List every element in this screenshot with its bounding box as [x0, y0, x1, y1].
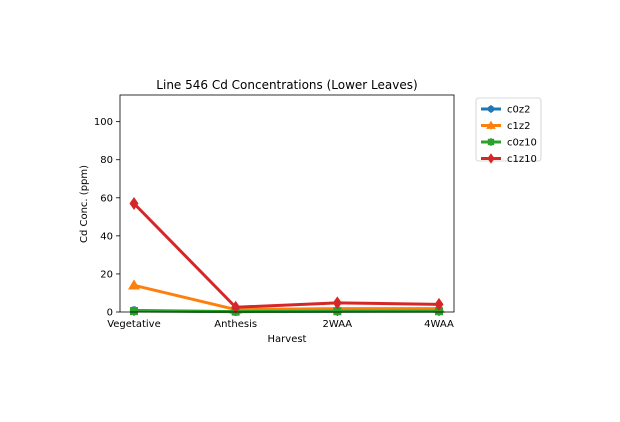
data-point [332, 296, 342, 310]
plot-area: 0 20 40 60 80 100 Vegetative Anthesis 2WAA 4WAA [94, 94, 455, 330]
x-tick-label: 4WAA [424, 319, 454, 330]
y-tick-label: 100 [94, 117, 113, 128]
x-tick-label: 2WAA [322, 319, 352, 330]
legend-label: c0z10 [507, 138, 537, 149]
x-tick-label: Vegetative [107, 319, 161, 330]
series-line [133, 309, 439, 314]
data-point [128, 279, 140, 290]
data-point [435, 307, 443, 316]
series-c1z10 [129, 197, 444, 314]
y-tick-label: 80 [100, 155, 113, 166]
legend-label: c1z10 [507, 154, 537, 165]
data-point [231, 300, 241, 314]
legend-item-c1z2: c1z2 [481, 120, 530, 132]
y-tick-label: 0 [107, 308, 113, 319]
legend-marker [487, 138, 495, 146]
chart-title: Line 546 Cd Concentrations (Lower Leaves… [156, 78, 417, 92]
legend-marker [487, 105, 495, 113]
series-line [133, 283, 439, 312]
y-tick-label: 60 [100, 193, 113, 204]
legend-marker [487, 153, 495, 164]
data-point [333, 307, 342, 316]
x-axis-label: Harvest [268, 334, 307, 345]
series-line [132, 202, 440, 309]
axes-frame [119, 94, 455, 313]
legend-label: c1z2 [507, 121, 530, 132]
data-point [129, 197, 139, 210]
y-tick-label: 40 [100, 231, 113, 242]
series-c1z2 [128, 279, 445, 314]
legend-item-c0z10: c0z10 [481, 138, 537, 149]
y-axis-label: Cd Conc. (ppm) [79, 165, 90, 243]
legend: c0z2 c1z2 c0z10 c1z10 [475, 97, 542, 165]
legend-box [475, 97, 542, 162]
x-tick-label: Anthesis [214, 319, 257, 330]
legend-item-c1z10: c1z10 [481, 153, 537, 165]
y-tick-label: 20 [100, 269, 113, 280]
legend-marker [486, 120, 496, 129]
data-point [434, 297, 444, 311]
data-point [130, 307, 138, 316]
legend-item-c0z2: c0z2 [481, 105, 530, 116]
legend-label: c0z2 [507, 105, 530, 116]
